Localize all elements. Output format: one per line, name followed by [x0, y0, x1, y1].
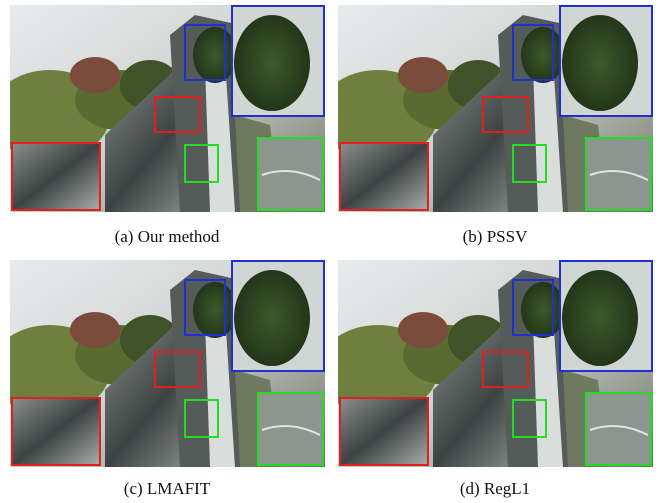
- panel-image: [318, 260, 653, 467]
- caption: (b) PSSV: [463, 227, 528, 246]
- panel-image: [0, 5, 325, 212]
- caption: (c) LMAFIT: [124, 479, 211, 498]
- caption: (a) Our method: [115, 227, 220, 246]
- panel-image: [318, 5, 653, 212]
- caption: (d) RegL1: [460, 479, 530, 498]
- panel-image: [0, 260, 325, 467]
- figure: (a) Our method (b) PSSV (c) LMAFIT (d) R…: [0, 0, 660, 503]
